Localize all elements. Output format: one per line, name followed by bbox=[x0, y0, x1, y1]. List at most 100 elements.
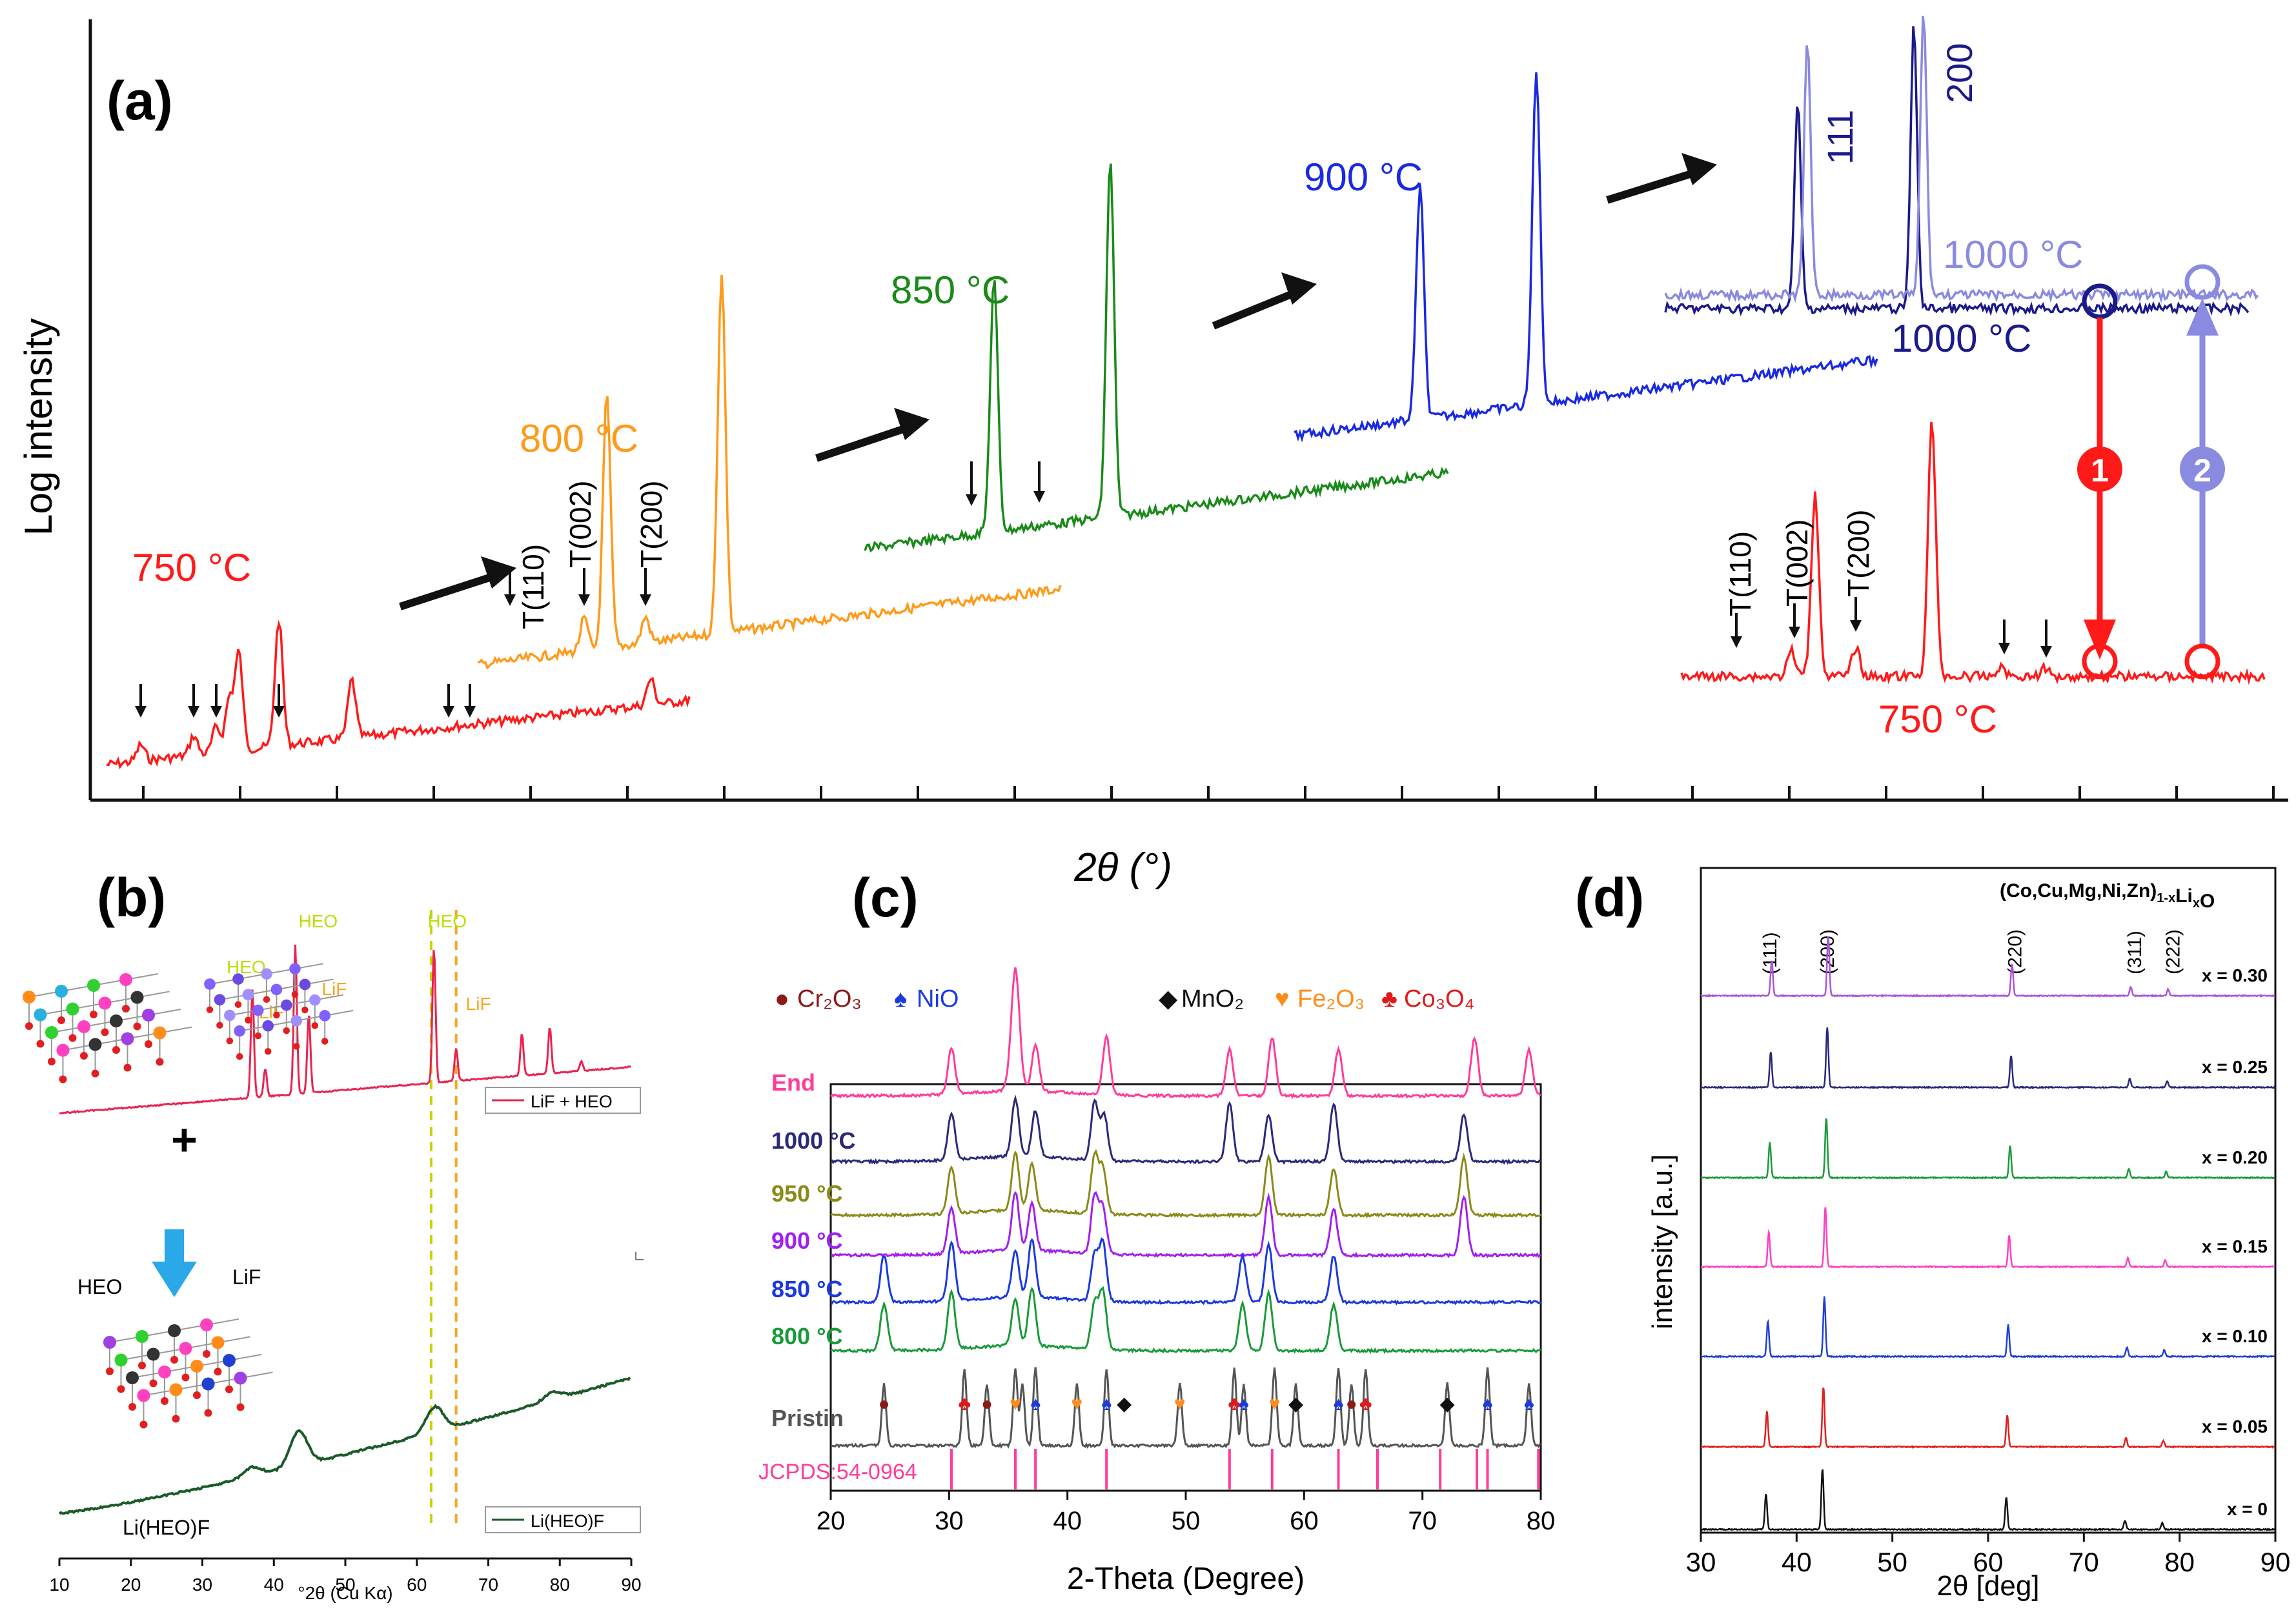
atom bbox=[321, 1038, 329, 1045]
atom bbox=[55, 985, 68, 998]
legend-label: NiO bbox=[917, 985, 959, 1013]
cycle-node bbox=[2082, 643, 2118, 680]
atom bbox=[301, 1006, 309, 1014]
x-tick-label: 60 bbox=[407, 1575, 427, 1595]
series-label: x = 0.10 bbox=[2202, 1326, 2268, 1346]
panel-d: (d) 30 40 50 60 70 80 90 2θ [deg] intensity [a.u.… bbox=[1575, 867, 2290, 1602]
atom bbox=[87, 979, 100, 992]
atom bbox=[34, 1008, 47, 1022]
series-line bbox=[864, 163, 1449, 553]
series-line bbox=[1700, 1296, 2275, 1358]
x-tick-label: 40 bbox=[264, 1575, 284, 1595]
legend-label: Co₃O₄ bbox=[1404, 985, 1474, 1013]
series-label: x = 0.20 bbox=[2202, 1147, 2268, 1167]
atom bbox=[80, 1052, 88, 1060]
peak-annotation: HEO bbox=[298, 911, 338, 931]
series-line bbox=[1700, 1207, 2275, 1269]
cycle-arrow-1-head bbox=[2084, 620, 2116, 660]
atom bbox=[110, 1014, 123, 1027]
atom bbox=[214, 1367, 222, 1376]
atom bbox=[181, 1373, 190, 1382]
progress-arrow-head bbox=[481, 556, 516, 589]
panel-a: (a) Log intensity 2θ (°) 750 °C 800 °C 850 °C… bbox=[17, 15, 2288, 890]
atom bbox=[263, 996, 270, 1003]
panel-letter: (a) bbox=[107, 70, 173, 131]
atom bbox=[245, 1016, 252, 1024]
progress-arrow bbox=[1212, 285, 1306, 330]
peak-annotation: LiF bbox=[466, 994, 491, 1014]
title-part: O bbox=[2200, 891, 2215, 912]
series-label: 750 °C bbox=[132, 546, 251, 589]
y-axis-label: intensity [a.u.] bbox=[1647, 1154, 1678, 1329]
atom bbox=[225, 1386, 233, 1393]
x-tick-label: 20 bbox=[817, 1507, 846, 1535]
series-line bbox=[1700, 936, 2276, 998]
atom bbox=[254, 1032, 262, 1040]
atom bbox=[193, 1391, 201, 1399]
phase-marker: ◆ bbox=[1440, 1393, 1455, 1415]
atom bbox=[158, 1366, 171, 1378]
cycle-node bbox=[2184, 264, 2220, 300]
marker-arrow-head bbox=[1789, 627, 1800, 638]
series-label: End bbox=[771, 1069, 815, 1096]
heo-structure-icon bbox=[23, 973, 192, 1084]
atom bbox=[25, 1022, 33, 1030]
x-tick-label: 50 bbox=[335, 1575, 355, 1595]
atom bbox=[112, 1046, 120, 1054]
x-tick-label: 20 bbox=[121, 1575, 141, 1595]
phase-marker: ♣ bbox=[1228, 1393, 1241, 1415]
x-tick-label: 40 bbox=[1782, 1547, 1812, 1577]
x-axis-label: °2θ (Cu Kα) bbox=[298, 1583, 392, 1603]
atom bbox=[136, 1330, 148, 1343]
x-tick-label: 60 bbox=[1973, 1547, 2004, 1577]
panel-letter: (b) bbox=[97, 867, 166, 928]
atom bbox=[179, 1342, 192, 1355]
legend-label: MnO₂ bbox=[1181, 985, 1244, 1013]
atom bbox=[170, 1356, 178, 1364]
series-label: 950 °C bbox=[771, 1180, 842, 1207]
marker-arrow-head bbox=[1998, 643, 2010, 654]
atom bbox=[216, 1022, 223, 1029]
progress-arrow bbox=[399, 569, 505, 610]
atom bbox=[121, 1032, 134, 1045]
series-label: 800 °C bbox=[520, 417, 638, 460]
atom bbox=[234, 1001, 242, 1008]
atom bbox=[23, 991, 36, 1003]
phase-marker: ♠ bbox=[1101, 1393, 1112, 1415]
x-tick-label: 10 bbox=[49, 1575, 69, 1595]
diagram-label: Li(HEO)F bbox=[123, 1516, 210, 1539]
atom bbox=[211, 1336, 225, 1349]
series-line bbox=[1700, 1027, 2276, 1090]
atom bbox=[283, 1027, 290, 1034]
marker-arrow-head bbox=[443, 706, 454, 718]
atom bbox=[98, 996, 112, 1010]
marker-arrow-head bbox=[464, 706, 476, 718]
atom bbox=[203, 1350, 210, 1358]
series-label: x = 0.15 bbox=[2202, 1236, 2268, 1256]
series-line bbox=[830, 1286, 1541, 1355]
atom bbox=[57, 1016, 65, 1024]
atom bbox=[128, 1403, 136, 1411]
atom bbox=[48, 1058, 56, 1065]
peak-annotation: T(110) bbox=[1723, 531, 1757, 616]
series-label: 800 °C bbox=[771, 1323, 842, 1349]
cycle-node bbox=[2082, 283, 2118, 319]
series-line bbox=[1294, 72, 1878, 443]
legend-symbol: ◆ bbox=[1159, 985, 1178, 1013]
atom bbox=[214, 994, 226, 1005]
cycle-badge-1 bbox=[2077, 447, 2122, 492]
atom bbox=[204, 1409, 212, 1417]
diagram-label: HEO bbox=[77, 1275, 122, 1298]
x-tick-label: 70 bbox=[2069, 1547, 2099, 1577]
title-part: x bbox=[2193, 896, 2200, 911]
peak-annotation: 111 bbox=[1820, 110, 1860, 165]
marker-arrow-head bbox=[273, 706, 285, 718]
title-part: Li bbox=[2175, 885, 2193, 907]
marker-arrow-head bbox=[966, 494, 977, 506]
atom bbox=[232, 973, 244, 985]
x-tick-label: 70 bbox=[1408, 1507, 1437, 1535]
series-line bbox=[106, 620, 691, 770]
atom bbox=[137, 1389, 150, 1402]
atom bbox=[290, 1014, 303, 1027]
